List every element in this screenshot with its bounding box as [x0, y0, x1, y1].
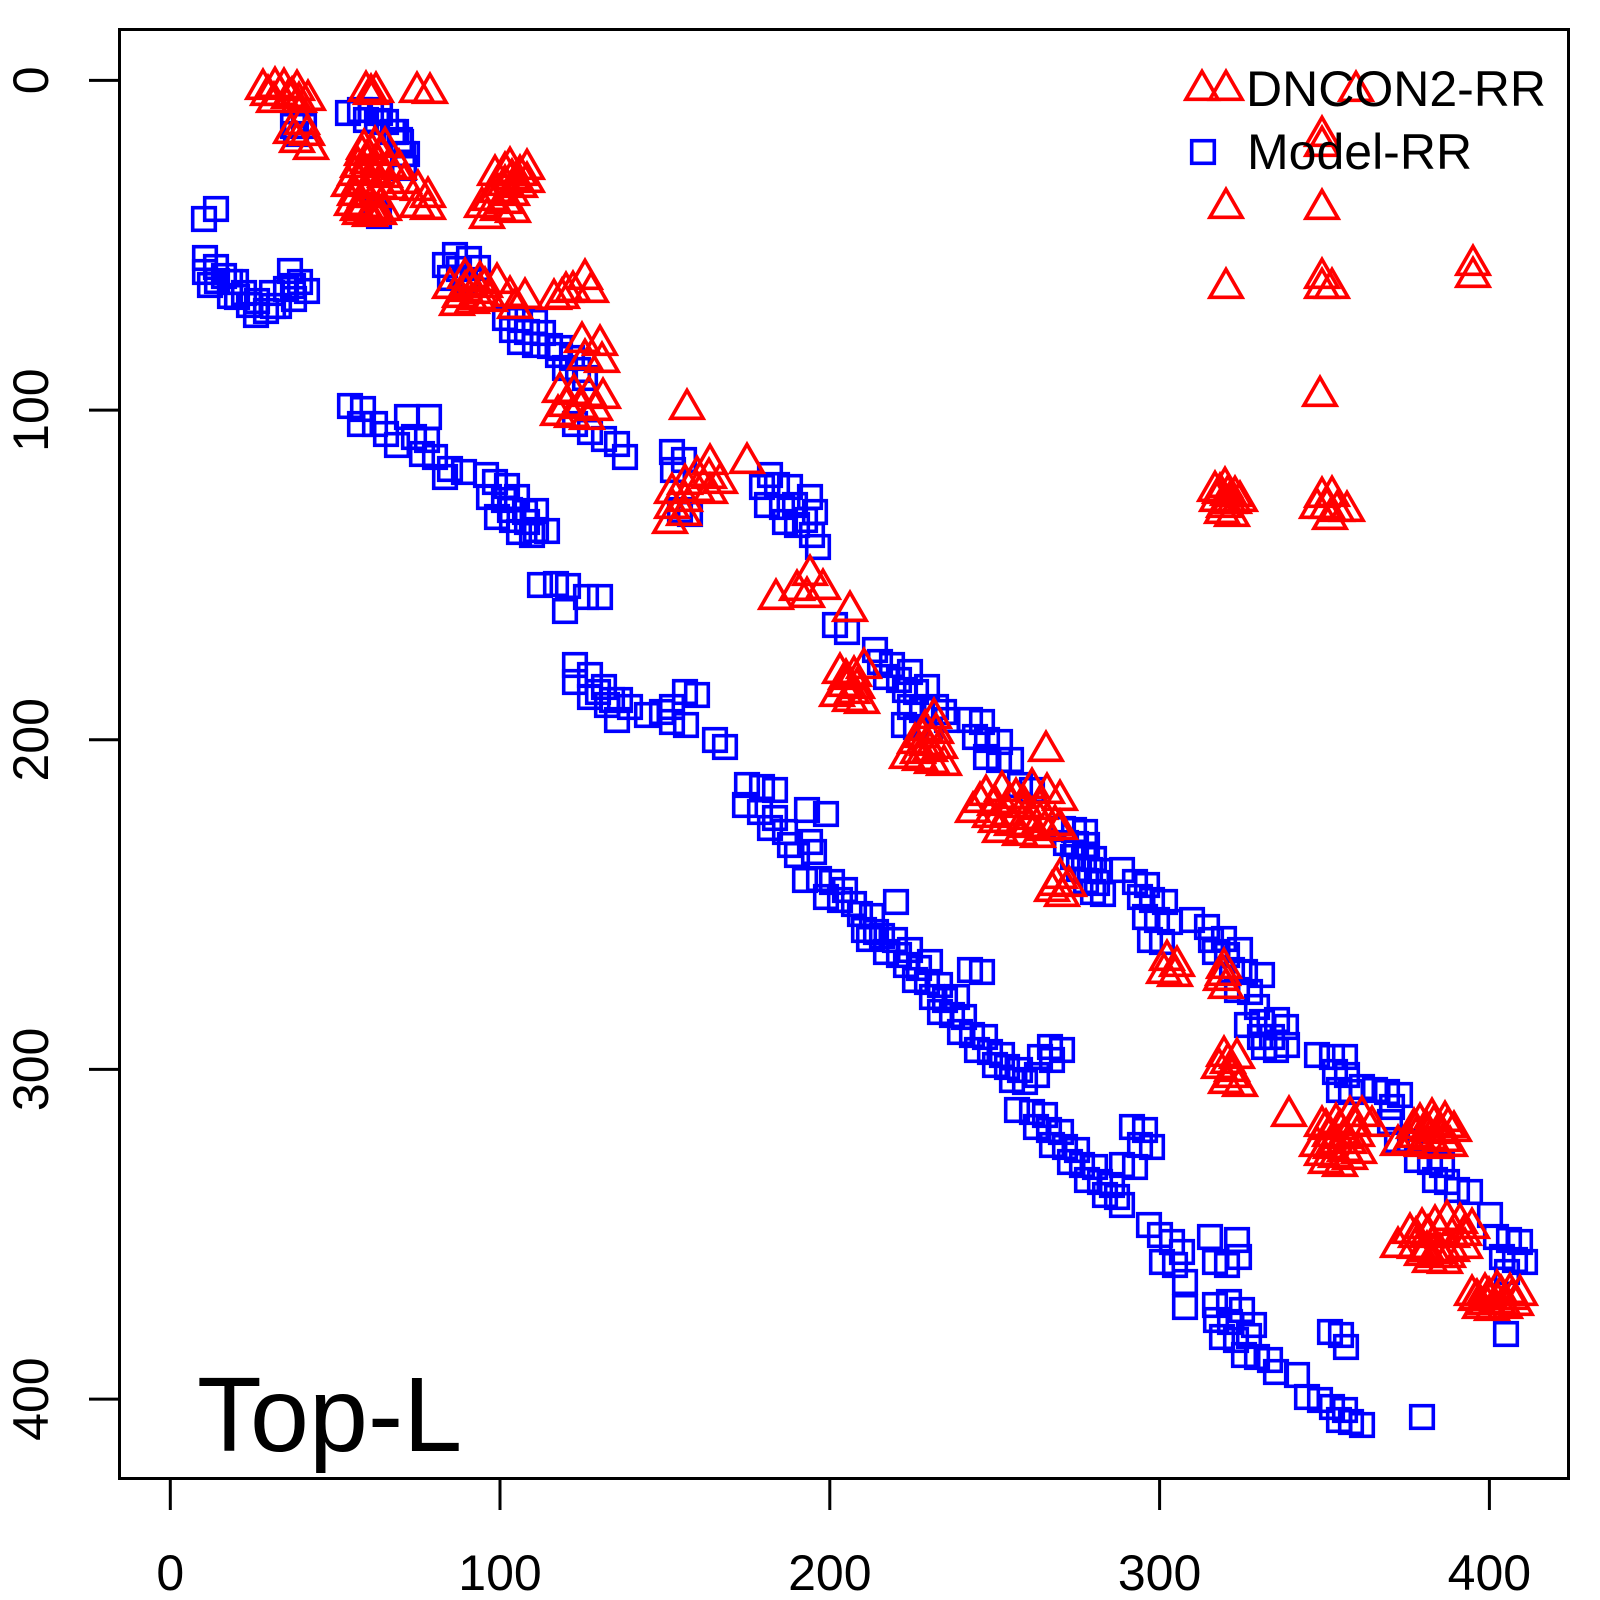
- svg-text:100: 100: [3, 368, 59, 451]
- svg-text:400: 400: [1448, 1545, 1531, 1600]
- svg-text:0: 0: [3, 66, 59, 94]
- svg-text:DNCON2-RR: DNCON2-RR: [1246, 61, 1546, 117]
- svg-text:Top-L: Top-L: [197, 1356, 462, 1474]
- svg-text:0: 0: [156, 1545, 184, 1600]
- svg-text:Model-RR: Model-RR: [1247, 124, 1472, 180]
- svg-text:100: 100: [458, 1545, 541, 1600]
- svg-text:200: 200: [788, 1545, 871, 1600]
- svg-text:300: 300: [1118, 1545, 1201, 1600]
- svg-text:300: 300: [3, 1028, 59, 1111]
- svg-text:400: 400: [3, 1357, 59, 1440]
- svg-text:200: 200: [3, 698, 59, 781]
